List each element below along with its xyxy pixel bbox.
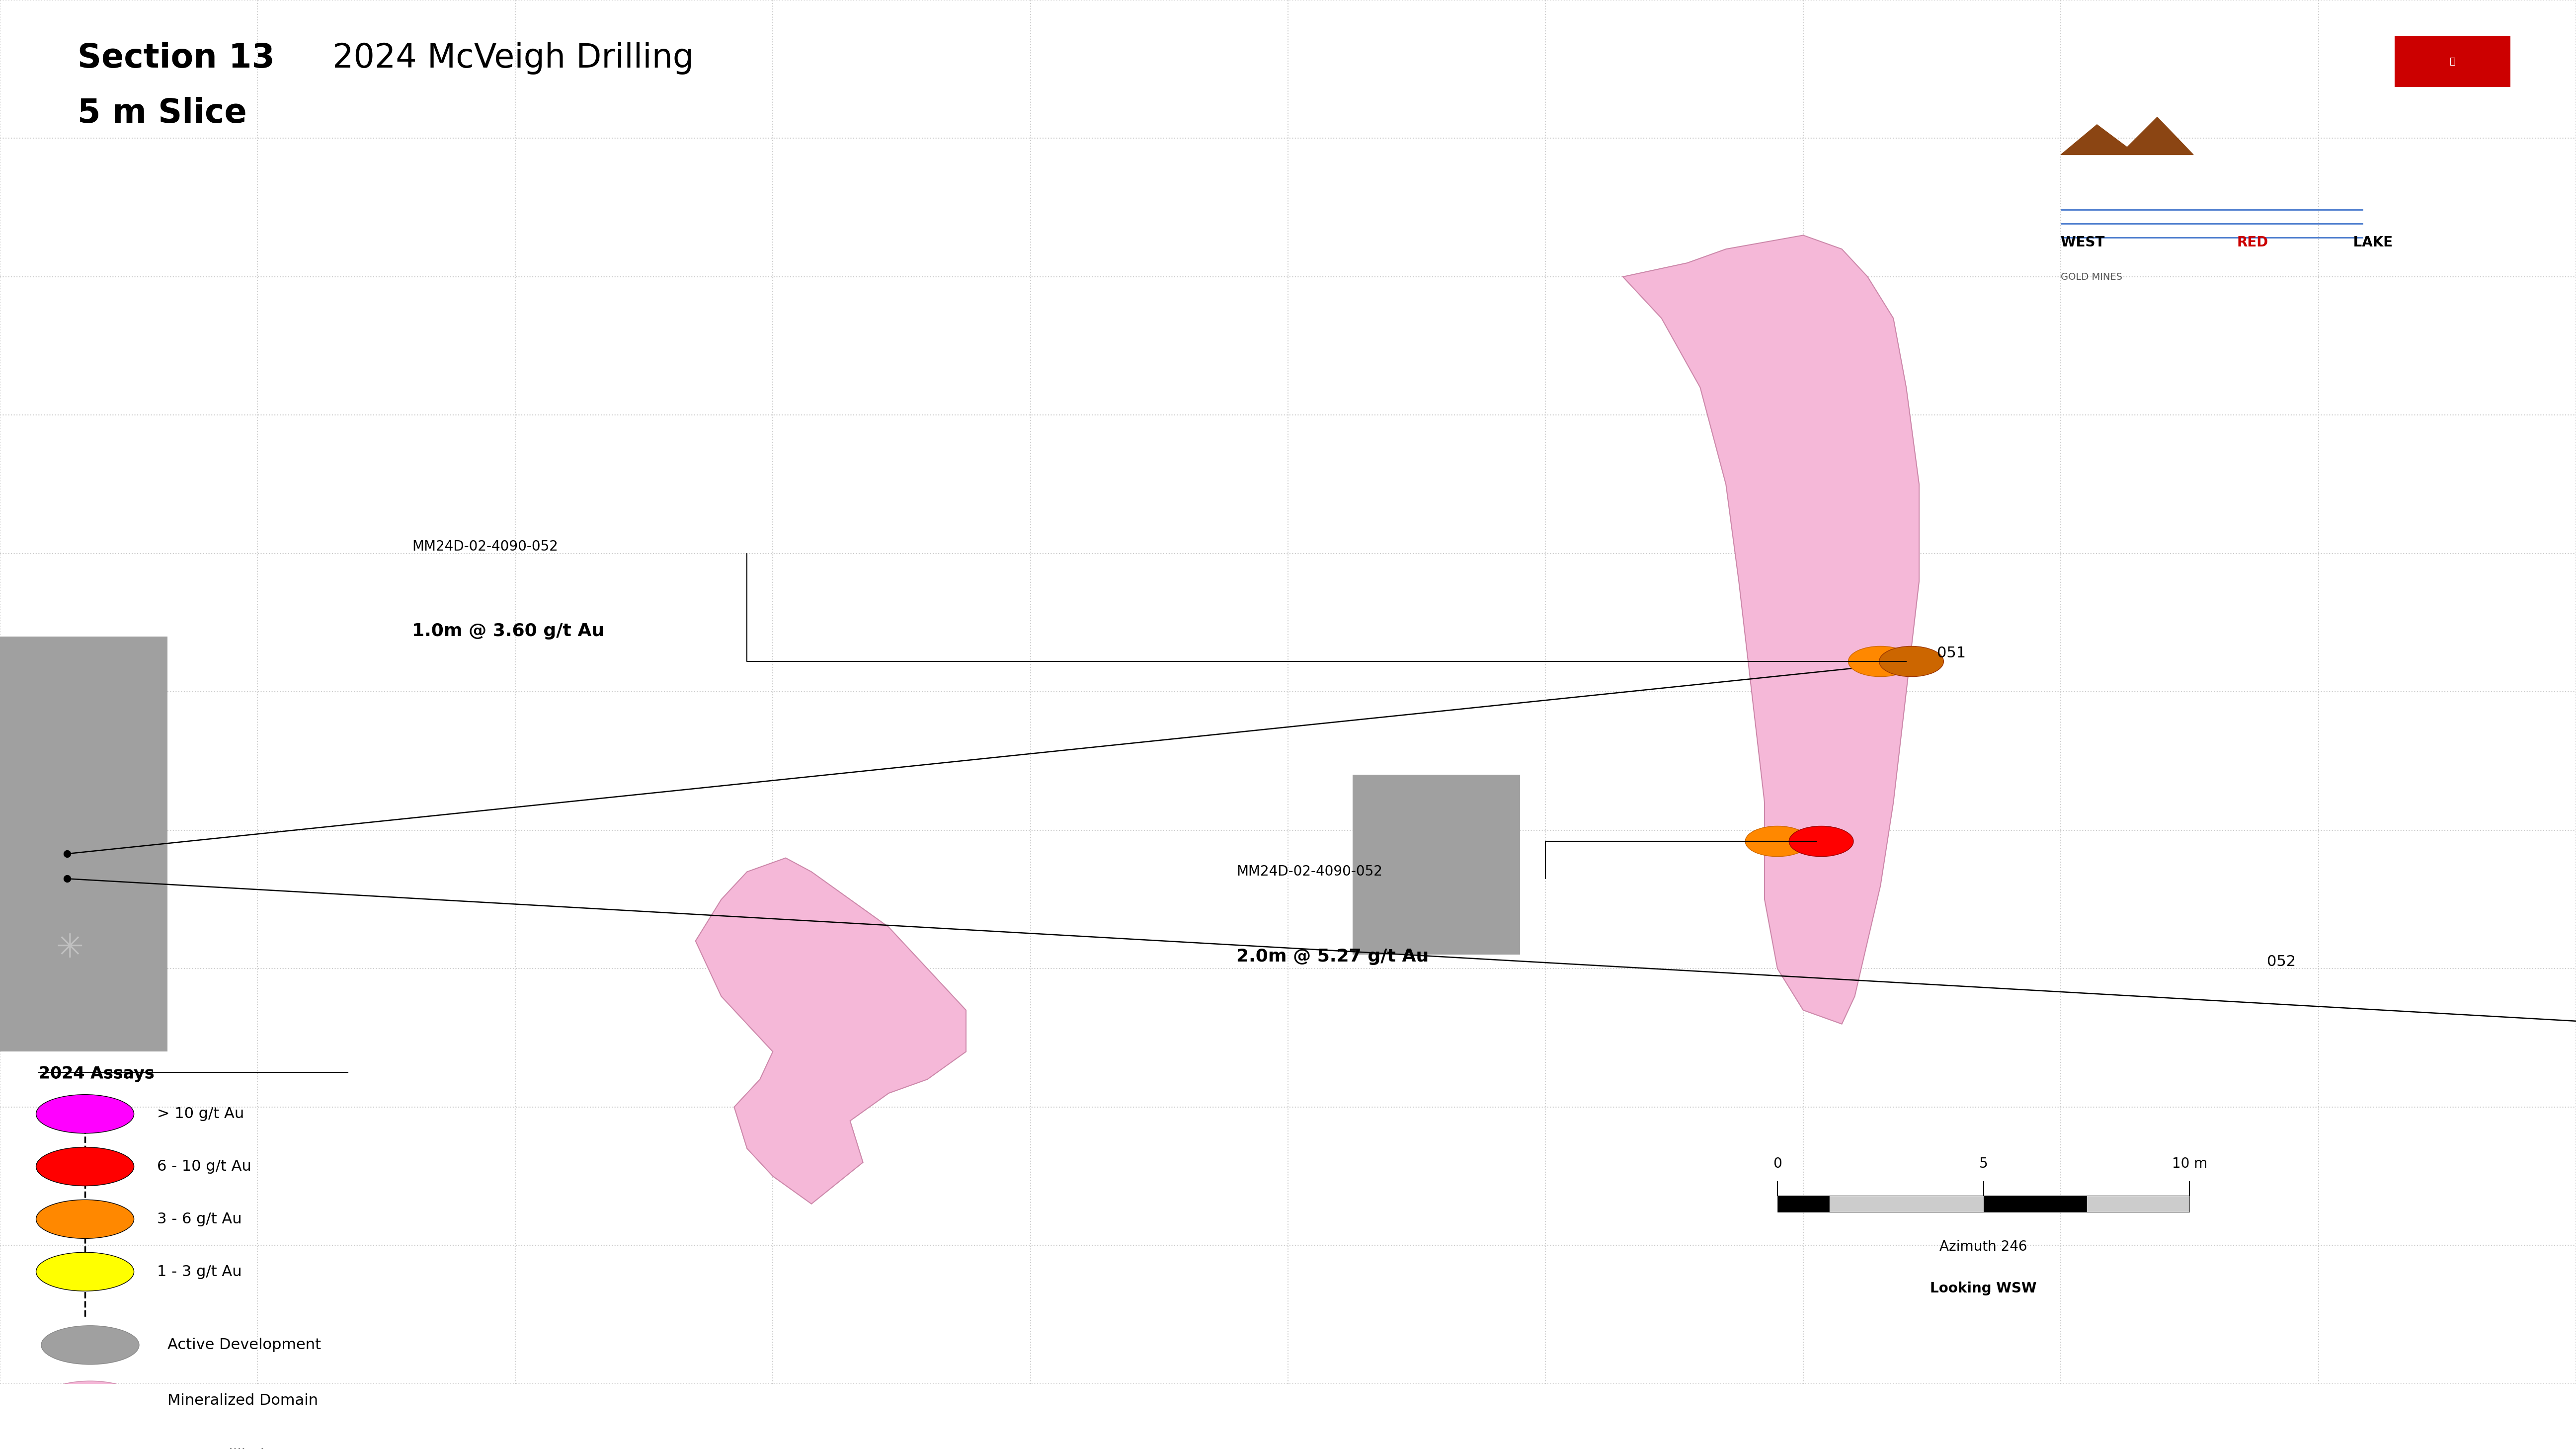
Text: 1.0m @ 3.60 g/t Au: 1.0m @ 3.60 g/t Au [412,623,605,639]
Bar [1984,1195,2087,1213]
Text: 5 m Slice: 5 m Slice [77,97,247,129]
Polygon shape [1623,235,1919,1024]
Ellipse shape [1847,646,1911,677]
Text: 1 - 3 g/t Au: 1 - 3 g/t Au [157,1265,242,1279]
Ellipse shape [41,1326,139,1365]
Bar [1777,1195,1829,1213]
Text: 2.0m @ 5.27 g/t Au: 2.0m @ 5.27 g/t Au [1236,948,1430,965]
Text: Section 13: Section 13 [77,42,276,74]
Text: Active Development: Active Development [167,1337,322,1352]
Bar [2396,36,2512,87]
Text: 6 - 10 g/t Au: 6 - 10 g/t Au [157,1159,252,1174]
Text: Azimuth 246: Azimuth 246 [1940,1240,2027,1253]
Ellipse shape [41,1381,139,1420]
Text: 5: 5 [1978,1156,1989,1171]
Text: 🍁: 🍁 [2450,57,2455,67]
Polygon shape [696,858,966,1204]
Text: MM24D-02-4090-052: MM24D-02-4090-052 [1236,865,1383,878]
Text: RED: RED [2236,235,2269,249]
Text: GOLD MINES: GOLD MINES [2061,272,2123,283]
Text: LAKE: LAKE [2349,235,2393,249]
Text: Looking WSW: Looking WSW [1929,1281,2038,1295]
Ellipse shape [1788,826,1852,856]
Text: ✳: ✳ [57,932,82,964]
Ellipse shape [36,1148,134,1185]
Text: 3 - 6 g/t Au: 3 - 6 g/t Au [157,1211,242,1226]
Ellipse shape [36,1252,134,1291]
Polygon shape [2061,117,2192,155]
Ellipse shape [1878,646,1942,677]
Text: 052: 052 [2267,955,2295,969]
Bar [1352,775,1520,955]
Text: 051: 051 [1937,646,1965,661]
Text: MM24D-02-4090-052: MM24D-02-4090-052 [412,539,559,554]
Ellipse shape [36,1200,134,1239]
Bar [2087,1195,2190,1213]
Bar [1829,1195,1984,1213]
Text: 2024 Assays: 2024 Assays [39,1065,155,1082]
Text: 10 m: 10 m [2172,1156,2208,1171]
Text: > 10 g/t Au: > 10 g/t Au [157,1107,245,1122]
Text: WEST: WEST [2061,235,2110,249]
Ellipse shape [1744,826,1808,856]
Ellipse shape [36,1094,134,1133]
Text: 2024 McVeigh Drilling: 2024 McVeigh Drilling [322,42,693,74]
Text: Mineralized Domain: Mineralized Domain [167,1392,317,1407]
Text: 0: 0 [1772,1156,1783,1171]
Bar [0,636,167,1052]
